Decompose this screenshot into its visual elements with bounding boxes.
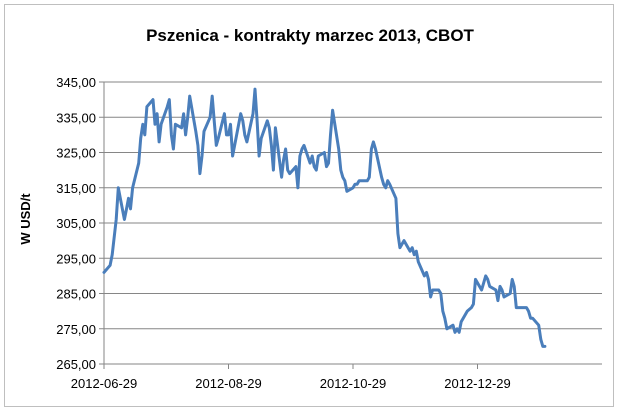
gridlines [104, 81, 602, 365]
x-tick-label: 2012-10-29 [320, 376, 387, 391]
y-tick-label: 325,00 [56, 146, 96, 161]
y-tick-label: 335,00 [56, 110, 96, 125]
series-line [102, 87, 547, 348]
x-tick-label: 2012-06-29 [71, 376, 138, 391]
y-tick-label: 285,00 [56, 287, 96, 302]
y-tick-label: 275,00 [56, 322, 96, 337]
x-tick-label: 2012-12-29 [444, 376, 511, 391]
line-chart: Pszenica - kontrakty marzec 2013, CBOT 3… [18, 26, 602, 391]
y-tick-label: 295,00 [56, 251, 96, 266]
x-tick-label: 2012-08-29 [195, 376, 262, 391]
y-tick-label: 345,00 [56, 75, 96, 90]
chart-title: Pszenica - kontrakty marzec 2013, CBOT [146, 26, 474, 45]
chart-frame: Pszenica - kontrakty marzec 2013, CBOT 3… [4, 4, 614, 407]
y-tick-label: 315,00 [56, 181, 96, 196]
x-axis-ticks: 2012-06-29 2012-08-29 2012-10-29 2012-12-29 [71, 364, 511, 391]
y-tick-label: 305,00 [56, 216, 96, 231]
y-axis-label: W USD/t [18, 193, 33, 245]
y-tick-label: 265,00 [56, 357, 96, 372]
y-axis-ticks: 345,00 335,00 325,00 315,00 305,00 295,00 285,… [56, 75, 104, 372]
